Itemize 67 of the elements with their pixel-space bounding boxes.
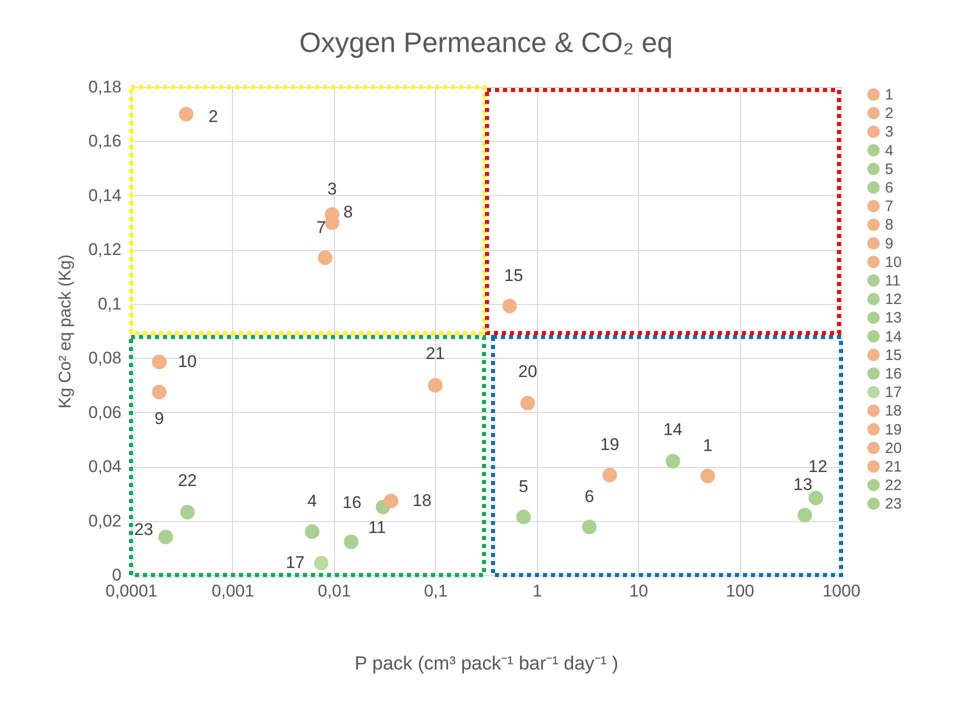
legend-label: 19 — [885, 421, 902, 438]
x-tick-label: 0,1 — [424, 582, 448, 600]
legend-label: 2 — [885, 105, 894, 122]
text: 4 — [307, 492, 317, 511]
text: 16 — [342, 492, 362, 512]
legend-label: 13 — [885, 310, 902, 327]
text: 12 — [808, 457, 828, 476]
legend-label: 16 — [885, 366, 902, 382]
y-tick-label: 0,14 — [88, 186, 122, 205]
text: 19 — [600, 434, 620, 454]
legend-label: 20 — [885, 440, 902, 457]
x-tick-label: 0,01 — [318, 582, 351, 600]
legend-label: 10 — [885, 254, 902, 271]
y-tick-label: 0,1 — [98, 294, 122, 314]
y-tick-label: 0,16 — [88, 132, 122, 151]
legend-label: 4 — [885, 142, 894, 160]
chart-title: Oxygen Permeance & CO₂ eq — [299, 27, 673, 58]
y-tick-label: 0 — [112, 566, 122, 584]
legend-label: 3 — [885, 124, 894, 141]
text: 17 — [286, 553, 305, 572]
text: 9 — [154, 409, 164, 428]
text: 3 — [327, 179, 337, 198]
legend-label: 21 — [885, 458, 902, 476]
legend-label: 5 — [885, 160, 894, 178]
y-tick-label: 0,06 — [88, 402, 122, 422]
legend-label: 17 — [885, 384, 902, 402]
x-tick-label: 0,001 — [212, 582, 254, 600]
text: 15 — [504, 266, 524, 286]
text: 6 — [584, 487, 594, 506]
legend-label: 22 — [885, 477, 902, 494]
text: 1 — [702, 436, 712, 456]
x-tick-label: 0,0001 — [106, 582, 158, 600]
text: 2 — [208, 107, 218, 126]
y-tick-label: 0,18 — [88, 78, 122, 96]
x-tick-label: 100 — [726, 582, 754, 600]
x-tick-label: 1 — [532, 582, 542, 600]
text: 21 — [426, 344, 445, 364]
legend-label: 12 — [885, 291, 902, 308]
legend-label: 6 — [885, 180, 894, 196]
legend-label: 15 — [885, 346, 902, 364]
text: 18 — [412, 490, 432, 510]
y-axis-title: Kg Co² eq pack (Kg) — [55, 254, 74, 409]
text: 5 — [518, 476, 528, 496]
x-axis-title: P pack (cm³ pack⁻¹ bar⁻¹ day⁻¹ ) — [354, 654, 618, 674]
y-tick-label: 0,04 — [88, 457, 122, 476]
y-tick-label: 0,12 — [88, 240, 122, 260]
x-tick-label: 10 — [629, 582, 648, 600]
legend-label: 18 — [885, 402, 902, 420]
text: 13 — [793, 475, 812, 494]
text: 23 — [134, 520, 154, 540]
x-tick-label: 1000 — [822, 582, 860, 600]
text: 22 — [178, 471, 197, 490]
legend-label: 23 — [885, 496, 902, 513]
legend-label: 7 — [885, 198, 894, 216]
text: 14 — [663, 420, 682, 440]
text: 8 — [343, 202, 353, 222]
y-tick-label: 0,08 — [88, 348, 122, 368]
text: 10 — [178, 352, 197, 371]
legend-label: 1 — [885, 86, 894, 104]
legend-label: 11 — [885, 272, 901, 290]
legend-label: 8 — [885, 216, 894, 234]
text: 7 — [316, 218, 326, 237]
text: 20 — [518, 362, 538, 382]
y-tick-label: 0,02 — [88, 511, 122, 530]
text: 11 — [368, 518, 386, 537]
legend-label: 9 — [885, 235, 894, 252]
legend-label: 14 — [885, 328, 902, 346]
